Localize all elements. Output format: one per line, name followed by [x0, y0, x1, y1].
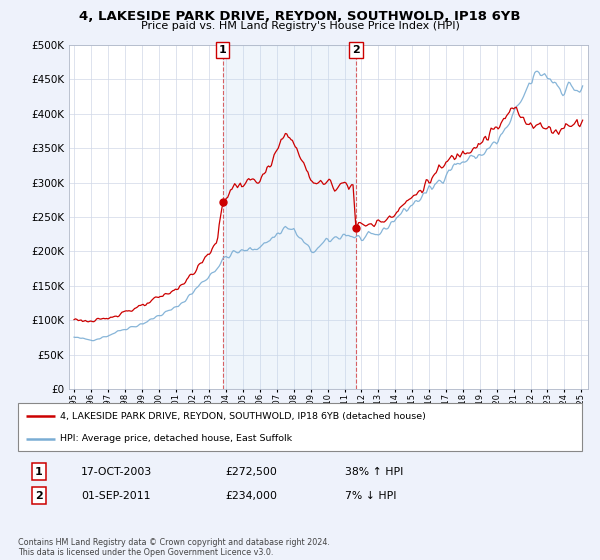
- Text: 1: 1: [219, 45, 227, 55]
- Text: 2: 2: [352, 45, 360, 55]
- Text: 7% ↓ HPI: 7% ↓ HPI: [345, 491, 397, 501]
- Text: 2: 2: [35, 491, 43, 501]
- Text: £234,000: £234,000: [225, 491, 277, 501]
- Bar: [223, 45, 356, 389]
- Text: 01-SEP-2011: 01-SEP-2011: [81, 491, 151, 501]
- Text: 4, LAKESIDE PARK DRIVE, REYDON, SOUTHWOLD, IP18 6YB: 4, LAKESIDE PARK DRIVE, REYDON, SOUTHWOL…: [79, 10, 521, 23]
- Text: 1: 1: [35, 466, 43, 477]
- Text: 17-OCT-2003: 17-OCT-2003: [81, 466, 152, 477]
- Text: Contains HM Land Registry data © Crown copyright and database right 2024.
This d: Contains HM Land Registry data © Crown c…: [18, 538, 330, 557]
- Text: HPI: Average price, detached house, East Suffolk: HPI: Average price, detached house, East…: [60, 435, 292, 444]
- Text: £272,500: £272,500: [225, 466, 277, 477]
- Text: 38% ↑ HPI: 38% ↑ HPI: [345, 466, 403, 477]
- Text: 4, LAKESIDE PARK DRIVE, REYDON, SOUTHWOLD, IP18 6YB (detached house): 4, LAKESIDE PARK DRIVE, REYDON, SOUTHWOL…: [60, 412, 426, 421]
- Text: Price paid vs. HM Land Registry's House Price Index (HPI): Price paid vs. HM Land Registry's House …: [140, 21, 460, 31]
- FancyBboxPatch shape: [18, 403, 582, 451]
